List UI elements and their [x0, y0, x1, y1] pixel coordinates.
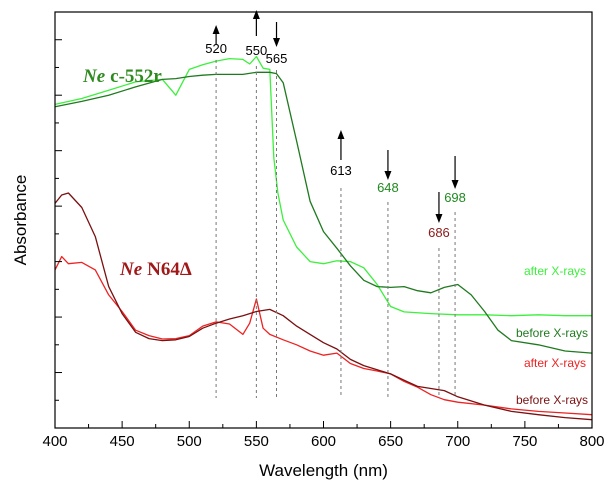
x-tick-label: 550: [244, 433, 269, 450]
x-tick-label: 500: [177, 433, 202, 450]
sample-label-c552r-suffix: c-552r: [110, 66, 162, 87]
plot-area: [54, 55, 593, 421]
series-line-3: [54, 192, 593, 421]
marker-arrow-head-520: [212, 25, 220, 34]
marker-arrow-head-613: [337, 130, 345, 139]
marker-label-698: 698: [444, 190, 466, 205]
sample-label-n64delta: Ne N64Δ: [119, 259, 192, 280]
series-label-n64-after: after X-rays: [524, 356, 586, 370]
sample-label-c552r: Ne c-552r: [82, 66, 162, 87]
x-tick-label: 800: [579, 433, 604, 450]
y-axis-title: Absorbance: [11, 175, 30, 266]
series-label-n64-before: before X-rays: [516, 393, 588, 407]
x-tick-label: 450: [110, 433, 135, 450]
marker-label-686: 686: [428, 225, 450, 240]
series-line-2: [54, 255, 593, 416]
x-tick-label: 700: [445, 433, 470, 450]
marker-label-550: 550: [246, 43, 268, 58]
series-label-c552r-after: after X-rays: [524, 264, 586, 278]
x-tick-label: 400: [42, 433, 67, 450]
sample-label-c552r-prefix: Ne: [82, 66, 106, 87]
series-label-c552r-before: before X-rays: [516, 326, 588, 340]
x-tick-label: 650: [378, 433, 403, 450]
marker-arrow-head-565: [273, 38, 281, 47]
marker-label-648: 648: [377, 180, 399, 195]
marker-arrow-head-648: [384, 171, 392, 180]
marker-arrow-head-686: [435, 214, 443, 223]
marker-arrow-head-698: [451, 180, 459, 189]
marker-label-520: 520: [205, 41, 227, 56]
x-tick-label: 750: [512, 433, 537, 450]
series-line-0: [54, 55, 592, 317]
marker-label-613: 613: [330, 163, 352, 178]
series-line-1: [54, 71, 593, 354]
sample-label-n64delta-prefix: Ne: [119, 259, 143, 280]
marker-label-565: 565: [266, 51, 288, 66]
x-tick-label: 600: [311, 433, 336, 450]
axis-ticks: 400 450 500 550 600 650 700 750 800: [42, 39, 605, 450]
sample-label-n64delta-suffix: N64Δ: [147, 259, 192, 280]
marker-arrow-head-550: [252, 10, 260, 19]
x-axis-title: Wavelength (nm): [259, 461, 388, 480]
